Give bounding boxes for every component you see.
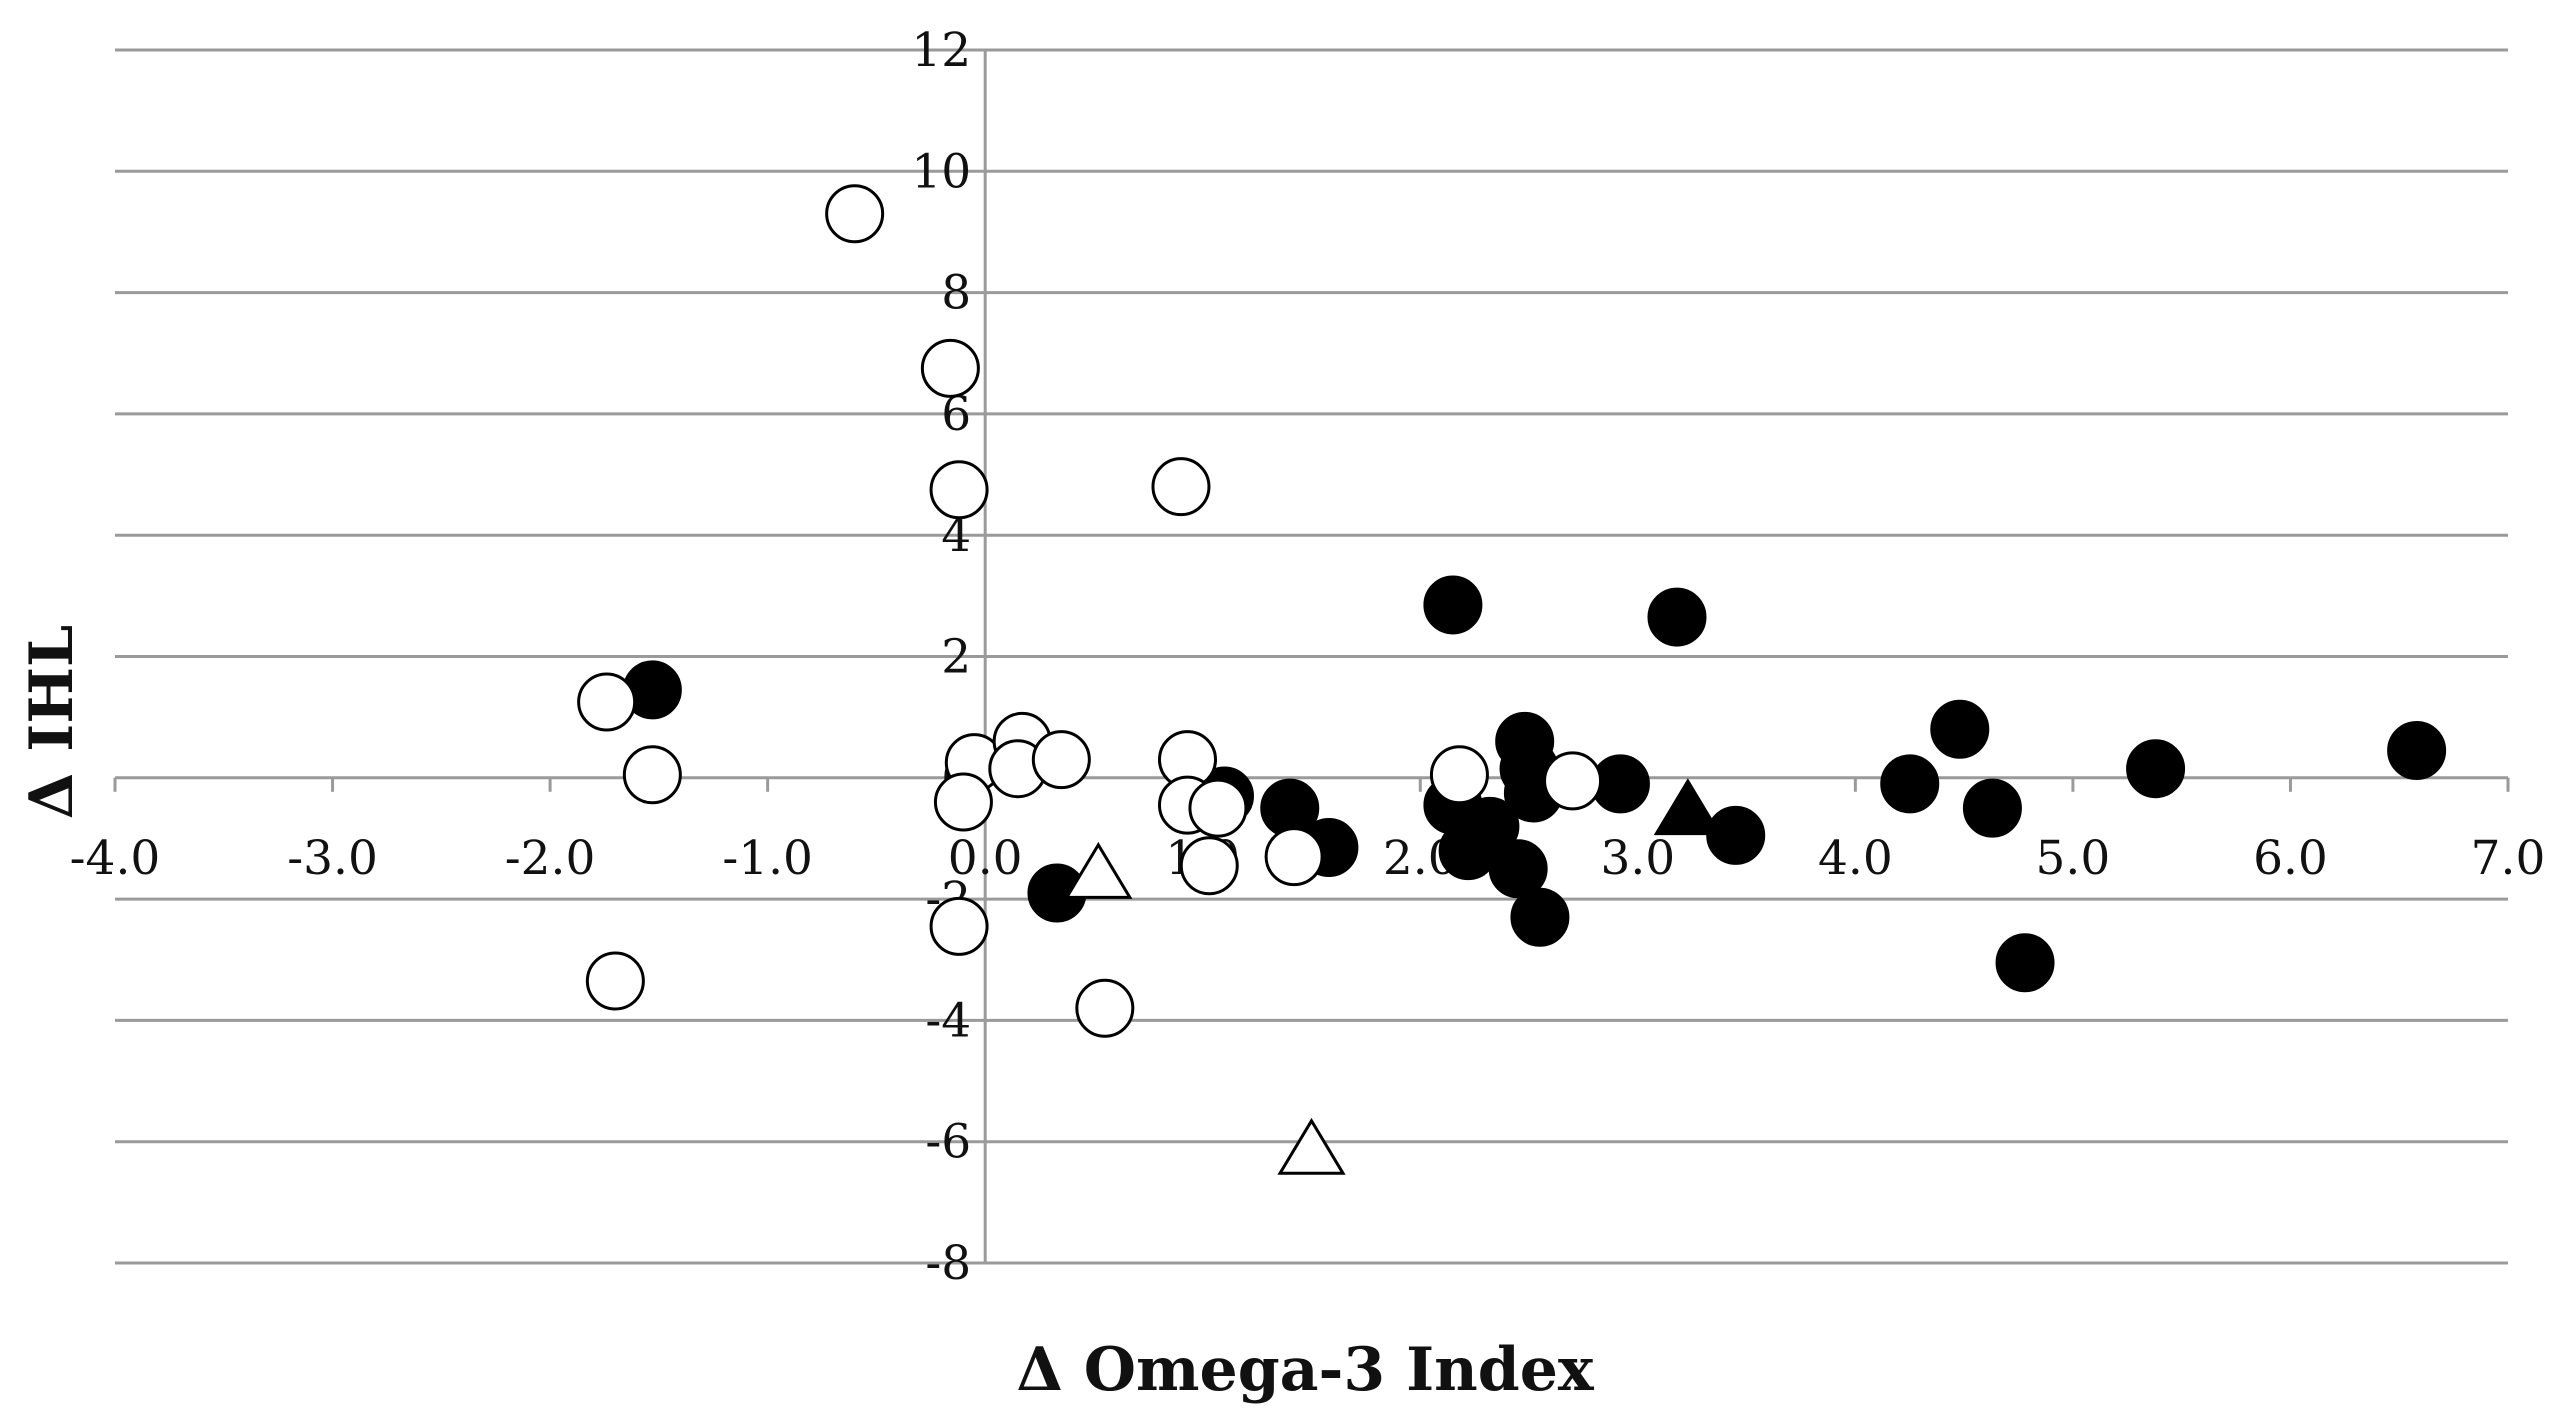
gridlines [115,48,2508,1265]
filled-circle-point-15 [1647,587,1707,647]
open-circle-point-4 [577,672,637,732]
open-circle-point-19 [1429,745,1489,805]
y-tick-label-10: 12 [911,23,971,78]
y-axis-title: Δ IHL [17,625,87,819]
open-circle-point-18 [1264,827,1324,887]
filled-circle-point-20 [1995,933,2055,993]
open-circle-point-0 [825,184,885,244]
y-tick-label-8: 8 [941,266,971,321]
y-tick-label-1: -6 [925,1115,971,1170]
x-tick-label-4: 0.0 [948,831,1023,886]
filled-circle-point-19 [1962,778,2022,838]
open-circle-point-1 [920,338,980,398]
open-circle-point-13 [1075,978,1135,1038]
filled-circle-point-13 [1510,887,1570,947]
filled-circle-point-22 [2387,721,2447,781]
data-points [577,184,2447,1175]
open-circle-point-2 [929,460,989,520]
x-tick-label-11: 7.0 [2471,831,2546,886]
y-tick-label-2: -4 [925,993,971,1048]
filled-triangle-point-0 [1653,778,1723,836]
filled-circle-point-18 [1930,699,1990,759]
x-tick-label-7: 3.0 [1600,831,1675,886]
filled-circle-point-5 [1423,575,1483,635]
y-tick-label-0: -8 [925,1236,971,1291]
filled-circle-point-16 [1706,805,1766,865]
filled-circle-point-8 [1460,796,1520,856]
open-circle-point-9 [1031,730,1091,790]
open-circle-point-11 [929,896,989,956]
x-tick-label-3: -1.0 [722,831,813,886]
x-tick-label-2: -2.0 [505,831,596,886]
x-tick-label-10: 6.0 [2253,831,2328,886]
y-tick-label-5: 2 [941,630,971,685]
x-axis-title: Δ Omega-3 Index [1016,1335,1595,1405]
open-triangle-point-1 [1277,1117,1346,1175]
y-tick-label-9: 10 [911,144,971,199]
x-tick-label-8: 4.0 [1818,831,1893,886]
x-tick-label-1: -3.0 [287,831,378,886]
open-circle-point-5 [622,745,682,805]
open-circle-point-17 [1188,778,1248,838]
open-circle-point-3 [1151,457,1211,517]
x-tick-label-0: -4.0 [70,831,161,886]
filled-circle-point-9 [1488,839,1548,899]
open-circle-point-16 [1179,836,1239,896]
open-circle-point-10 [933,772,993,832]
filled-circle-point-21 [2126,739,2186,799]
open-circle-point-20 [1543,751,1603,811]
open-triangle-point-0 [1064,841,1133,899]
x-tick-label-9: 5.0 [2036,831,2111,886]
open-circle-point-12 [585,951,645,1011]
filled-circle-point-17 [1880,754,1940,814]
